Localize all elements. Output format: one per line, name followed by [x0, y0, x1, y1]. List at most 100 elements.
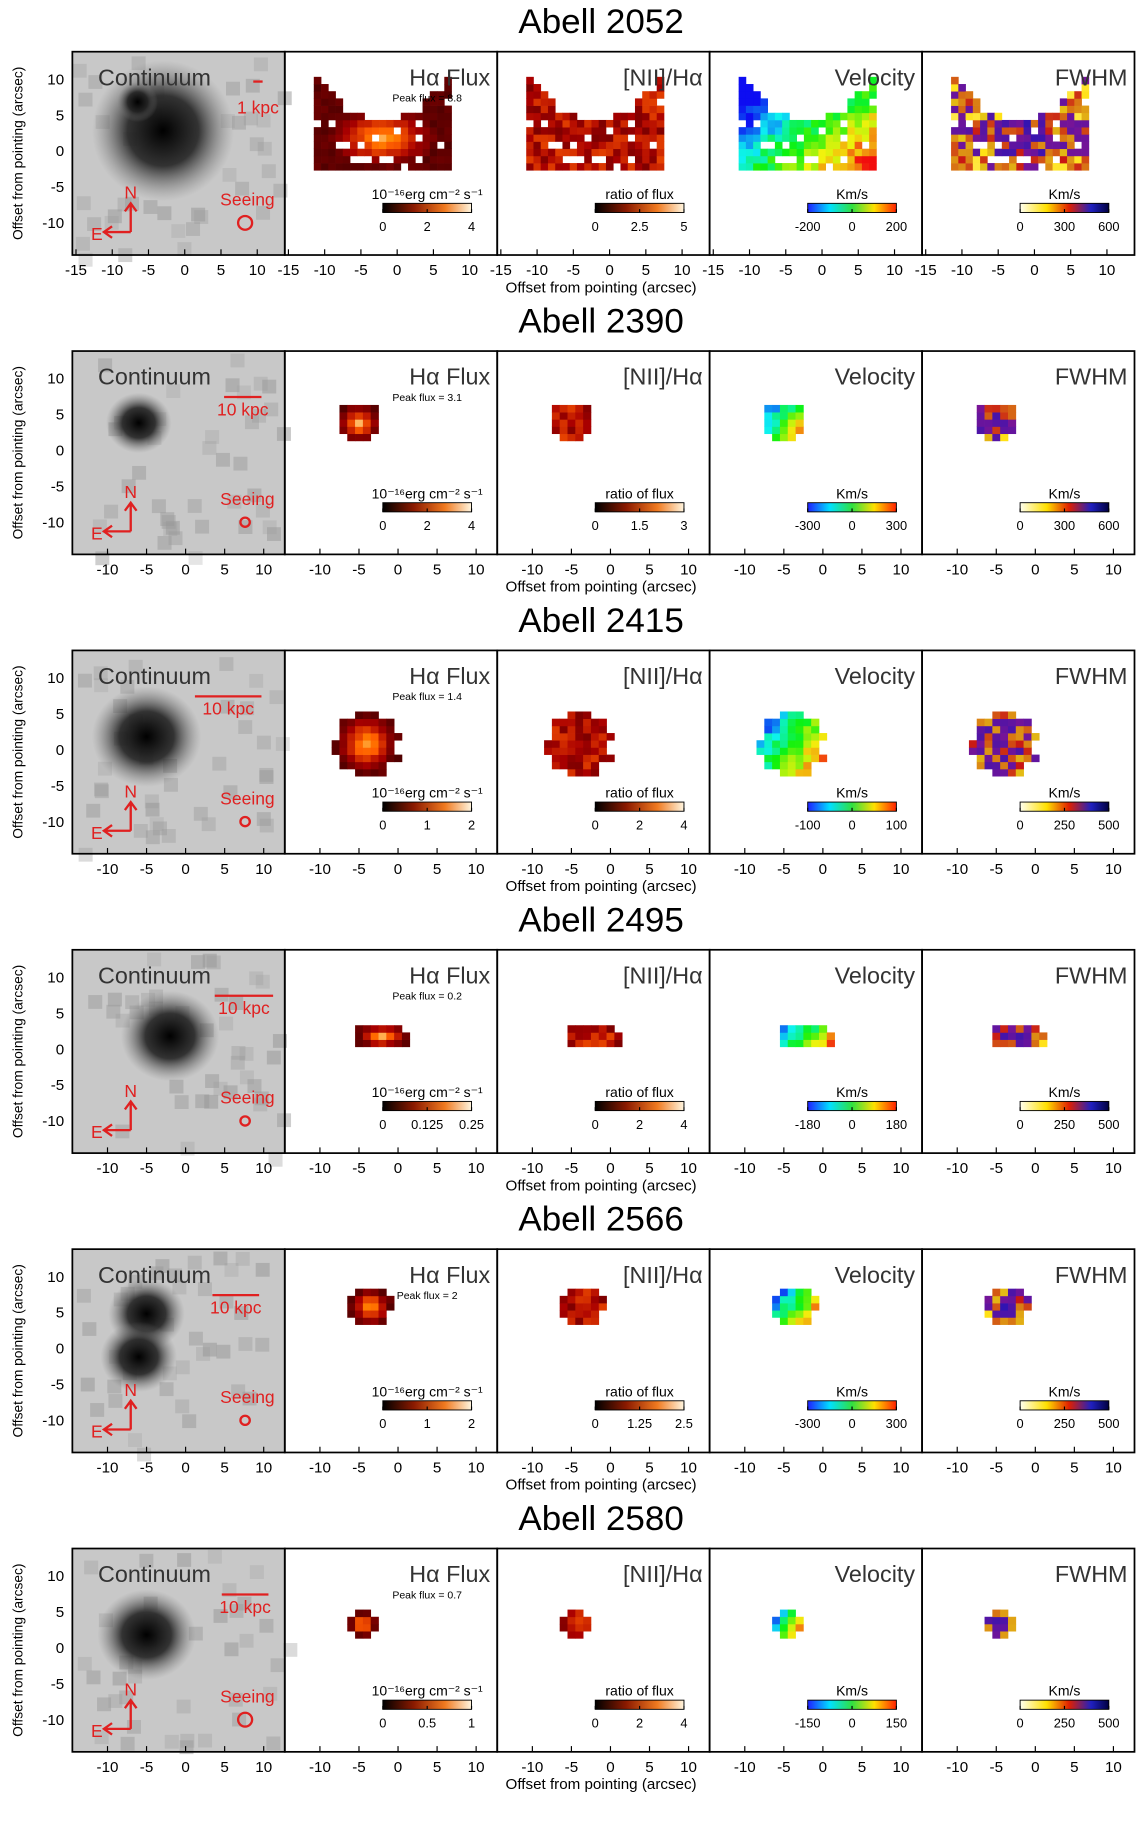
continuum-noise [90, 1403, 105, 1417]
continuum-noise [249, 971, 264, 986]
map-pixel [1059, 127, 1068, 135]
map-pixel [811, 1039, 820, 1048]
colorbar-tick-label: 2 [468, 818, 475, 833]
map-pixel [559, 740, 568, 748]
map-pixel [818, 141, 826, 150]
colorbar-tick-label: 0.125 [411, 1117, 443, 1132]
map-pixel [355, 747, 364, 755]
map-pixel [840, 127, 848, 135]
map-pixel [559, 725, 568, 734]
map-pixel [1015, 718, 1024, 727]
map-pixel [370, 1310, 379, 1318]
map-pixel [1039, 1039, 1048, 1048]
x-tick-label: -10 [101, 262, 123, 279]
map-pixel [575, 733, 584, 741]
map-pixel [350, 141, 358, 150]
map-pixel [583, 1295, 592, 1304]
map-pixel [620, 134, 629, 142]
map-pixel [767, 112, 776, 121]
map-pixel [1007, 768, 1017, 777]
map-pixel [795, 1616, 804, 1625]
map-pixel [362, 747, 372, 755]
map-pixel [811, 1295, 820, 1304]
map-pixel [575, 404, 584, 413]
map-pixel [620, 163, 629, 171]
continuum-noise [236, 385, 251, 400]
map-pixel [1007, 1317, 1017, 1325]
map-pixel [547, 119, 556, 128]
map-pixel [774, 119, 783, 128]
map-pixel [649, 127, 658, 135]
map-pixel [342, 163, 351, 171]
map-pixel [429, 127, 438, 135]
map-pixel [764, 426, 773, 435]
map-pixel [386, 725, 395, 734]
map-pixel [811, 1025, 820, 1033]
map-pixel [362, 1295, 372, 1304]
colorbar-tick-label: 0 [848, 1716, 855, 1731]
map-pixel [339, 718, 348, 727]
map-pixel [378, 1288, 387, 1297]
continuum-noise [144, 794, 159, 809]
colorbar-tick-label: -300 [795, 1416, 821, 1431]
continuum-noise [213, 1251, 228, 1266]
map-pixel [355, 768, 364, 777]
colorbar-label: Km/s [1049, 1383, 1081, 1399]
map-pixel [1023, 1032, 1032, 1040]
map-pixel [583, 426, 592, 435]
map-pixel [328, 105, 336, 114]
continuum-noise [187, 499, 202, 513]
x-tick-label: 10 [886, 262, 903, 279]
map-pixel [386, 718, 395, 727]
x-tick-label: 10 [255, 861, 272, 878]
map-pixel [1000, 1616, 1009, 1625]
map-pixel [559, 404, 568, 413]
map-pixel [764, 419, 773, 427]
map-pixel [533, 148, 542, 157]
map-pixel [386, 163, 394, 171]
continuum-noise [242, 1391, 257, 1406]
map-pixel [555, 119, 563, 128]
x-tick-label: -10 [734, 1460, 756, 1477]
x-tick-label: -15 [277, 262, 299, 279]
panel-frame [921, 50, 1136, 256]
north-label: N [124, 183, 137, 203]
map-pixel [764, 740, 773, 748]
continuum-noise [239, 1633, 254, 1648]
continuum-noise [213, 1609, 228, 1623]
map-pixel [854, 105, 863, 114]
x-tick-label: 5 [858, 861, 866, 878]
map-pixel [583, 1317, 592, 1325]
map-pixel [1000, 1039, 1009, 1048]
map-pixel [1000, 1032, 1009, 1040]
continuum-noise [164, 1734, 179, 1749]
map-pixel [575, 1032, 584, 1040]
map-pixel [342, 112, 351, 121]
continuum-noise [149, 817, 164, 831]
map-pixel [1001, 127, 1010, 135]
map-pixel [634, 112, 643, 121]
map-pixel [575, 1025, 584, 1033]
colorbar-tick-label: 0 [379, 219, 386, 234]
map-pixel [408, 148, 416, 157]
map-pixel [590, 1295, 600, 1304]
map-pixel [787, 1032, 796, 1040]
colorbar-label: Km/s [836, 1383, 868, 1399]
continuum-noise [176, 1699, 191, 1714]
y-tick-label: 0 [56, 143, 64, 160]
map-pixel [861, 155, 870, 164]
map-pixel [598, 163, 607, 171]
map-pixel [1001, 119, 1010, 128]
map-pixel [1067, 155, 1075, 164]
map-pixel [437, 112, 445, 121]
map-pixel [789, 141, 797, 150]
map-pixel [787, 412, 796, 420]
colorbar-tick-label: 180 [886, 1117, 907, 1132]
map-pixel [1000, 433, 1009, 442]
map-pixel [1009, 141, 1017, 150]
map-pixel [370, 718, 379, 727]
map-pixel [598, 754, 607, 763]
map-pixel [575, 740, 584, 748]
map-pixel [321, 155, 329, 164]
map-pixel [1045, 119, 1053, 128]
